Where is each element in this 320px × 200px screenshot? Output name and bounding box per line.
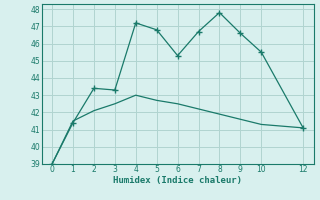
X-axis label: Humidex (Indice chaleur): Humidex (Indice chaleur): [113, 176, 242, 185]
